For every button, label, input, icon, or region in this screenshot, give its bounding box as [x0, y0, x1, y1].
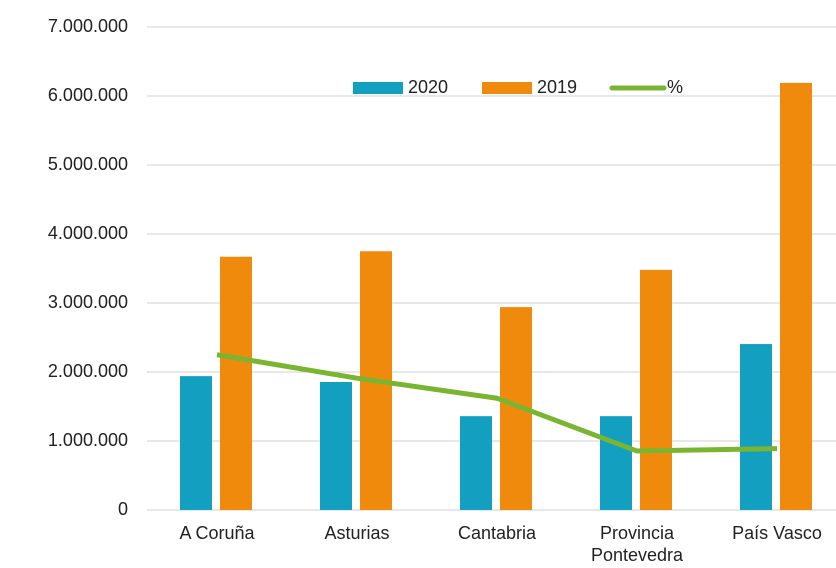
y-tick-label: 7.000.000: [48, 16, 128, 36]
y-tick-label: 0: [118, 499, 128, 519]
bar: [180, 376, 212, 510]
y-tick-label: 5.000.000: [48, 154, 128, 174]
x-tick-label: País Vasco: [732, 523, 822, 543]
legend-label: 2019: [537, 77, 577, 97]
bar: [220, 256, 252, 510]
legend-swatch: [482, 82, 532, 94]
bar: [740, 344, 772, 510]
x-tick-label: Provincia Pontevedra: [591, 523, 684, 565]
y-tick-label: 6.000.000: [48, 85, 128, 105]
y-tick-label: 3.000.000: [48, 292, 128, 312]
line: [216, 352, 778, 454]
legend-label: 2020: [408, 77, 448, 97]
y-tick-label: 4.000.000: [48, 223, 128, 243]
y-tick-label: 2.000.000: [48, 361, 128, 381]
x-tick-label: Cantabria: [458, 523, 537, 543]
legend-swatch: [353, 82, 403, 94]
bar: [320, 382, 352, 510]
y-tick-label: 1.000.000: [48, 430, 128, 450]
legend-label: %: [667, 77, 683, 97]
x-tick-label: Asturias: [324, 523, 389, 543]
bar: [460, 416, 492, 510]
x-tick-label: A Coruña: [179, 523, 255, 543]
bar: [780, 82, 812, 510]
bar: [640, 269, 672, 510]
bar: [600, 416, 632, 510]
